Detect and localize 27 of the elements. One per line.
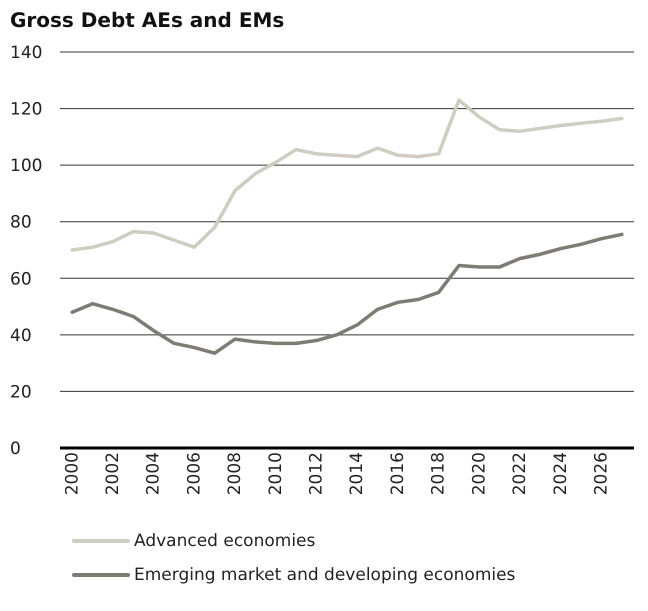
- x-tick-label: 2008: [225, 452, 246, 496]
- line-series: [70, 232, 624, 355]
- x-tick-label: 2000: [62, 452, 82, 496]
- x-tick-label: 2026: [592, 452, 612, 496]
- x-tick-label: 2020: [469, 452, 490, 496]
- line-series: [70, 98, 624, 252]
- y-tick-label: 20: [10, 382, 32, 402]
- x-tick-label: 2014: [347, 452, 368, 496]
- x-tick-label: 2010: [266, 452, 286, 496]
- y-tick-label: 120: [10, 100, 42, 120]
- x-tick-label: 2002: [102, 452, 123, 496]
- y-tick-label: 0: [10, 439, 21, 460]
- chart-title: Gross Debt AEs and EMs: [10, 8, 286, 32]
- y-tick-label: 140: [10, 43, 42, 64]
- x-tick-label: 2006: [184, 452, 204, 496]
- x-tick-label: 2022: [510, 452, 530, 496]
- y-tick-label: 40: [10, 326, 32, 346]
- x-tick-label: 2004: [144, 452, 164, 496]
- legend-label: Emerging market and developing economies: [134, 565, 516, 585]
- y-tick-label: 60: [10, 269, 32, 290]
- legend-label: Advanced economies: [134, 531, 316, 551]
- y-tick-label: 100: [10, 156, 42, 176]
- x-tick-label: 2012: [306, 452, 327, 496]
- x-tick-label: 2024: [550, 452, 571, 496]
- x-tick-label: 2018: [428, 452, 449, 496]
- x-tick-label: 2016: [388, 452, 408, 496]
- y-tick-label: 80: [10, 212, 32, 233]
